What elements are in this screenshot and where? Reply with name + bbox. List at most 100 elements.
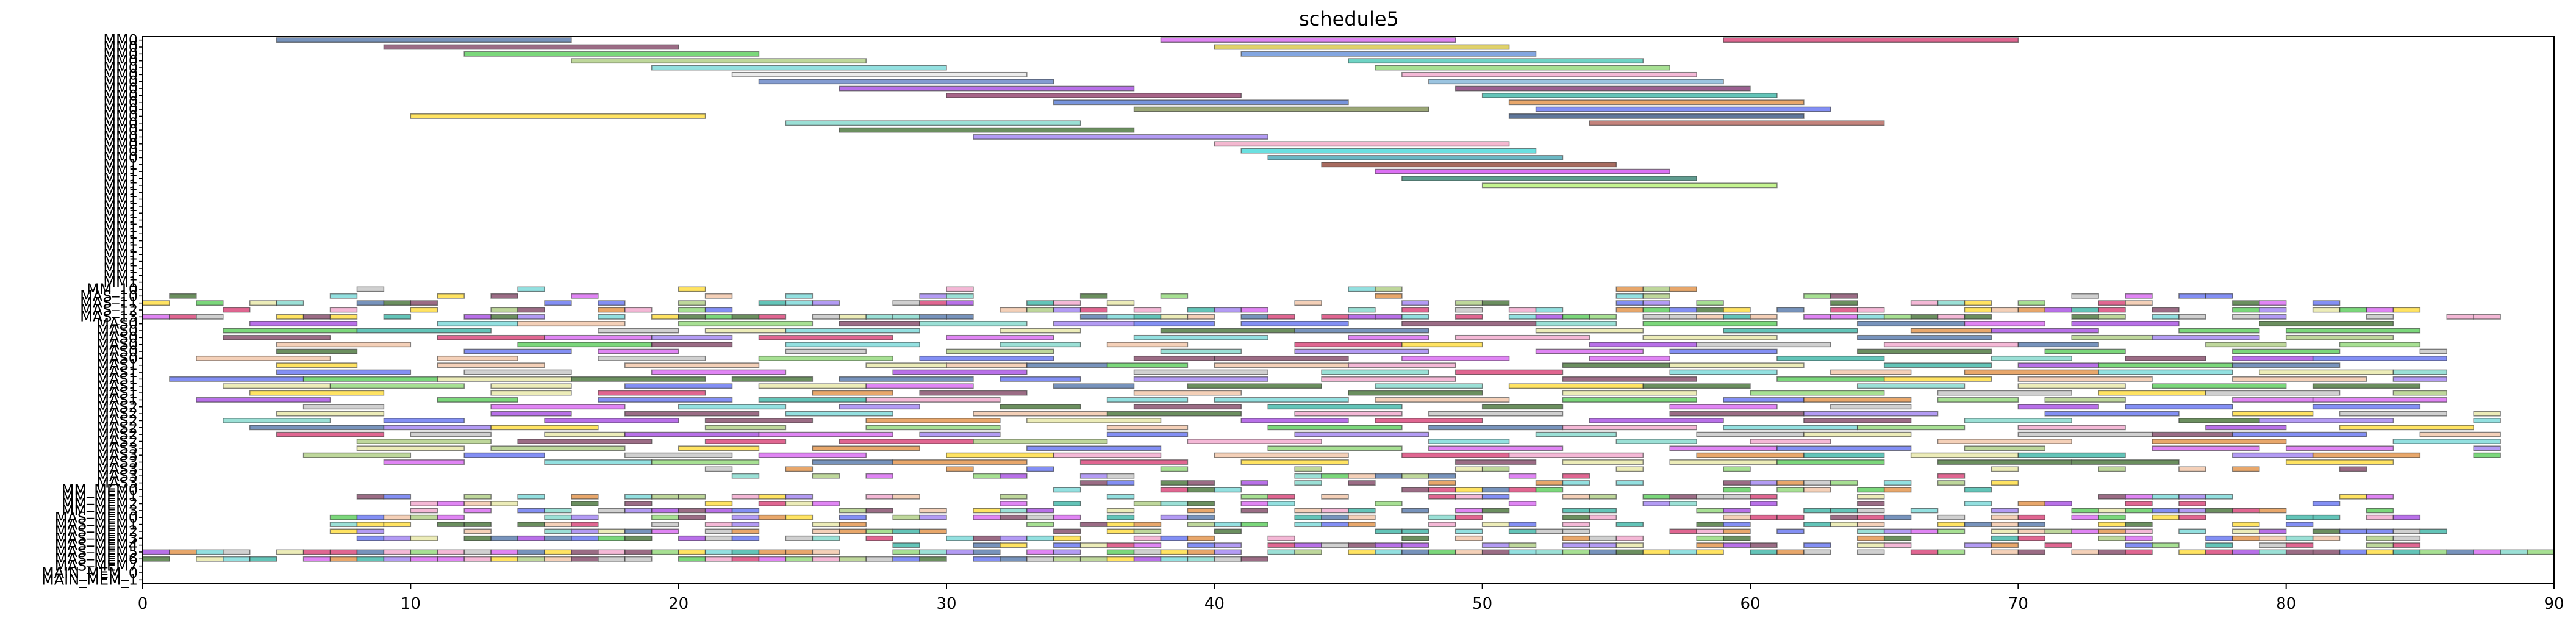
- task-bar-short: [1991, 480, 2019, 486]
- task-bar-short: [329, 522, 358, 528]
- task-bar-short: [2285, 514, 2314, 520]
- bars-layer: [142, 37, 2555, 562]
- task-bar-short: [2152, 314, 2180, 320]
- task-bar-short: [2419, 528, 2448, 534]
- task-bar-medium: [1803, 431, 1912, 437]
- task-bar-short: [598, 556, 626, 562]
- task-bar-short: [2071, 307, 2099, 313]
- task-bar-short: [1750, 480, 1778, 486]
- task-bar-short: [1240, 480, 1268, 486]
- task-bar-mm: [1240, 148, 1537, 154]
- task-bar-short: [1991, 508, 2019, 514]
- task-bar-short: [1401, 535, 1429, 541]
- task-bar-short: [812, 501, 840, 506]
- task-bar-medium: [651, 342, 733, 348]
- y-tick-label: MAS2: [96, 405, 138, 422]
- task-bar-medium: [2017, 452, 2126, 458]
- task-bar-short: [1000, 508, 1028, 514]
- task-bar-short: [946, 535, 974, 541]
- task-bar-short: [1214, 307, 1242, 313]
- task-bar-medium: [2473, 411, 2501, 417]
- task-bar-short: [1267, 501, 1295, 506]
- task-bar-short: [2312, 514, 2341, 520]
- y-tick-label: MAS_MEM6: [55, 550, 138, 567]
- task-bar-short: [1454, 487, 1483, 493]
- y-tick-label: MAS_11: [80, 295, 138, 312]
- task-bar-short: [1375, 501, 1403, 506]
- task-bar-short: [329, 528, 358, 534]
- task-bar-medium: [1589, 355, 1670, 361]
- task-bar-medium: [1240, 418, 1349, 423]
- task-bar-short: [1589, 494, 1617, 500]
- task-bar-short: [356, 535, 385, 541]
- task-bar-short: [1803, 480, 1831, 486]
- task-bar-medium: [1615, 439, 1697, 444]
- task-bar-short: [1830, 300, 1858, 306]
- task-bar-medium: [2232, 431, 2367, 437]
- task-bar-short: [1830, 307, 1858, 313]
- task-bar-medium: [2071, 459, 2180, 465]
- task-bar-medium: [463, 369, 572, 375]
- task-bar-short: [2392, 535, 2421, 541]
- y-tick-label: MM1: [103, 177, 138, 194]
- task-bar-short: [865, 473, 893, 479]
- task-bar-medium: [1964, 369, 2099, 375]
- task-bar-short: [1106, 480, 1135, 486]
- task-bar-short: [1669, 307, 1697, 313]
- task-bar-short: [1723, 487, 1751, 493]
- task-bar-medium: [249, 321, 358, 327]
- task-bar-mm: [1214, 141, 1510, 147]
- y-tick-label: MM0: [103, 149, 138, 166]
- task-bar-short: [1589, 535, 1617, 541]
- task-bar-medium: [1535, 321, 1617, 327]
- task-bar-short: [1133, 535, 1162, 541]
- task-bar-short: [2044, 501, 2072, 506]
- task-bar-medium: [865, 362, 947, 368]
- task-bar-short: [1856, 501, 1885, 506]
- task-bar-short: [302, 556, 331, 562]
- y-tick-label: MM0: [103, 107, 138, 124]
- task-bar-short: [517, 549, 545, 555]
- task-bar-short: [2312, 300, 2341, 306]
- task-bar-short: [517, 494, 545, 500]
- task-bar-short: [624, 508, 653, 514]
- task-bar-mm: [1428, 79, 1724, 85]
- task-bar-short: [1589, 549, 1617, 555]
- task-bar-medium: [946, 334, 1054, 340]
- task-bar-medium: [919, 355, 1054, 361]
- task-bar-medium: [544, 459, 653, 465]
- task-bar-short: [919, 293, 947, 299]
- task-bar-mm: [463, 51, 760, 57]
- task-bar-short: [1026, 508, 1054, 514]
- task-bar-medium: [1267, 425, 1403, 431]
- task-bar-mm: [973, 134, 1268, 140]
- task-bar-short: [1696, 307, 1724, 313]
- task-bar-short: [1375, 314, 1403, 320]
- y-tick-label: MM1: [103, 260, 138, 277]
- task-bar-medium: [1026, 445, 1162, 451]
- task-bar-medium: [1294, 411, 1403, 417]
- task-bar-medium: [1723, 397, 1805, 403]
- task-bar-short: [2258, 307, 2287, 313]
- task-bar-medium: [2152, 334, 2260, 340]
- task-bar-short: [1348, 480, 1376, 486]
- task-bar-medium: [1589, 342, 1697, 348]
- task-bar-medium: [1106, 397, 1189, 403]
- task-bar-medium: [1401, 452, 1510, 458]
- task-bar-short: [1187, 480, 1215, 486]
- task-bar-short: [490, 535, 518, 541]
- task-bar-medium: [1375, 383, 1483, 389]
- task-bar-short: [1240, 314, 1268, 320]
- task-bar-short: [1026, 556, 1054, 562]
- task-bar-medium: [517, 439, 653, 444]
- task-bar-short: [2527, 549, 2555, 555]
- task-bar-short: [785, 494, 814, 500]
- task-bar-short: [2098, 314, 2126, 320]
- task-bar-short: [1160, 314, 1189, 320]
- task-bar-short: [1321, 508, 1349, 514]
- task-bar-short: [437, 293, 465, 299]
- task-bar-short: [1053, 514, 1081, 520]
- task-bar-short: [1348, 307, 1376, 313]
- task-bar-short: [731, 522, 760, 528]
- y-tick-label: MAS_12: [80, 301, 138, 318]
